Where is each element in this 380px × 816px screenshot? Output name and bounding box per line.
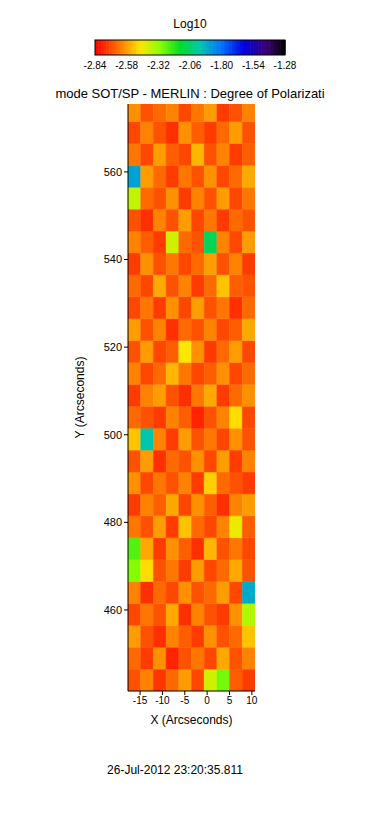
svg-text:460: 460 xyxy=(104,604,122,616)
svg-text:-10: -10 xyxy=(155,695,170,706)
svg-text:-1.54: -1.54 xyxy=(242,60,265,71)
svg-text:0: 0 xyxy=(204,695,210,706)
svg-text:-1.28: -1.28 xyxy=(274,60,297,71)
svg-text:520: 520 xyxy=(104,341,122,353)
svg-text:mode SOT/SP - MERLIN : Degree: mode SOT/SP - MERLIN : Degree of Polariz… xyxy=(55,86,324,101)
svg-text:-2.32: -2.32 xyxy=(147,60,170,71)
svg-text:540: 540 xyxy=(104,253,122,265)
svg-text:Log10: Log10 xyxy=(173,17,207,31)
svg-text:X (Arcseconds): X (Arcseconds) xyxy=(150,713,232,727)
svg-text:-2.58: -2.58 xyxy=(115,60,138,71)
svg-text:480: 480 xyxy=(104,516,122,528)
svg-text:500: 500 xyxy=(104,429,122,441)
svg-text:-2.84: -2.84 xyxy=(84,60,107,71)
svg-text:-1.80: -1.80 xyxy=(210,60,233,71)
svg-text:-5: -5 xyxy=(180,695,189,706)
svg-text:5: 5 xyxy=(227,695,233,706)
svg-text:560: 560 xyxy=(104,166,122,178)
svg-text:-2.06: -2.06 xyxy=(179,60,202,71)
svg-text:Y (Arcseconds): Y (Arcseconds) xyxy=(73,357,87,439)
svg-text:26-Jul-2012 23:20:35.811: 26-Jul-2012 23:20:35.811 xyxy=(107,763,243,777)
svg-text:10: 10 xyxy=(246,695,258,706)
svg-text:-15: -15 xyxy=(133,695,148,706)
